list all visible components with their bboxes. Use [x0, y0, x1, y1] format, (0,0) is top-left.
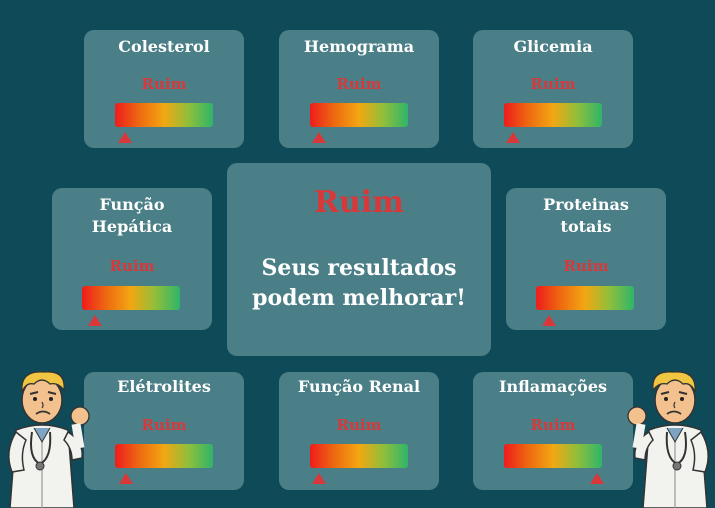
summary-message: Seus resultados podem melhorar! — [227, 253, 491, 313]
status-label: Ruim — [530, 75, 576, 93]
card-funcao-renal[interactable]: Função Renal Ruim — [279, 372, 439, 490]
card-title: Glicemia — [513, 37, 593, 56]
status-label: Ruim — [336, 416, 382, 434]
marker-icon — [542, 315, 556, 326]
scale-bar — [310, 103, 408, 127]
card-title: Colesterol — [118, 37, 210, 56]
scale-bar — [115, 444, 213, 468]
card-title: Função Hepática — [91, 195, 173, 236]
status-label: Ruim — [141, 75, 187, 93]
status-label: Ruim — [563, 257, 609, 275]
card-hemograma[interactable]: Hemograma Ruim — [279, 30, 439, 148]
marker-icon — [118, 132, 132, 143]
marker-icon — [119, 473, 133, 484]
worried-doctor-icon — [627, 371, 709, 508]
card-title: Função Renal — [297, 377, 421, 396]
card-title: Proteinas totais — [543, 195, 629, 236]
card-colesterol[interactable]: Colesterol Ruim — [84, 30, 244, 148]
scale-bar — [504, 103, 602, 127]
status-label: Ruim — [109, 257, 155, 275]
card-funcao-hepatica[interactable]: Função Hepática Ruim — [52, 188, 212, 330]
summary-panel: Ruim Seus resultados podem melhorar! — [227, 163, 491, 356]
scale-bar — [504, 444, 602, 468]
summary-message-line1: Seus resultados — [261, 255, 457, 281]
status-label: Ruim — [336, 75, 382, 93]
status-label: Ruim — [141, 416, 187, 434]
scale-bar — [310, 444, 408, 468]
scale-bar — [536, 286, 634, 310]
card-title: Hemograma — [303, 37, 415, 56]
marker-icon — [312, 473, 326, 484]
summary-status: Ruim — [314, 185, 404, 220]
scale-bar — [82, 286, 180, 310]
card-title: Inflamações — [498, 377, 607, 396]
card-proteinas-totais[interactable]: Proteinas totais Ruim — [506, 188, 666, 330]
worried-doctor-icon — [8, 371, 90, 508]
card-title: Elétrolites — [117, 377, 211, 396]
scale-bar — [115, 103, 213, 127]
marker-icon — [590, 473, 604, 484]
marker-icon — [312, 132, 326, 143]
summary-message-line2: podem melhorar! — [252, 285, 466, 311]
marker-icon — [88, 315, 102, 326]
marker-icon — [506, 132, 520, 143]
card-eletrolites[interactable]: Elétrolites Ruim — [84, 372, 244, 490]
card-glicemia[interactable]: Glicemia Ruim — [473, 30, 633, 148]
card-inflamacoes[interactable]: Inflamações Ruim — [473, 372, 633, 490]
status-label: Ruim — [530, 416, 576, 434]
